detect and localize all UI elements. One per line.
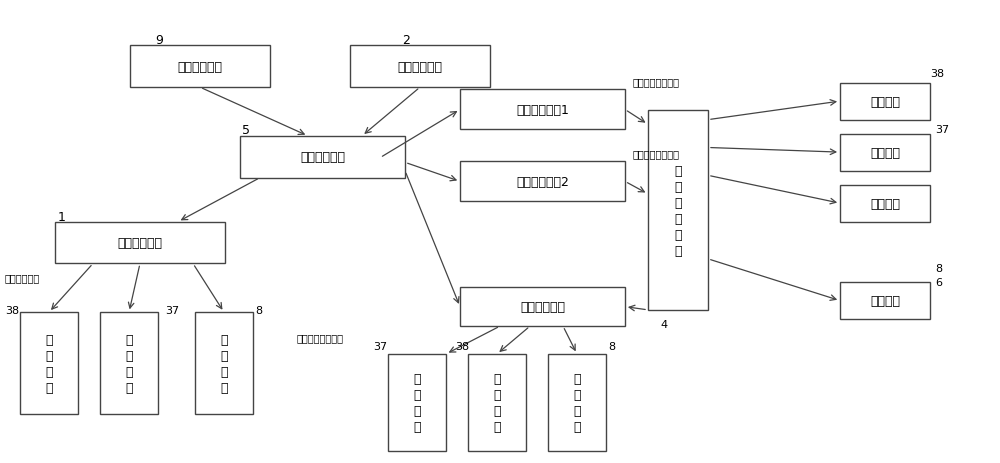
Text: 37: 37 <box>935 125 949 135</box>
Text: 电
气
阀
门: 电 气 阀 门 <box>220 333 228 394</box>
Text: 8: 8 <box>608 341 615 351</box>
FancyBboxPatch shape <box>648 111 708 310</box>
Text: 自我降温模式: 自我降温模式 <box>5 273 40 283</box>
Text: 控
制
阀
门: 控 制 阀 门 <box>493 372 501 433</box>
Text: 联动空调系统1: 联动空调系统1 <box>516 103 569 117</box>
FancyBboxPatch shape <box>350 46 490 88</box>
Text: 温度监控系统: 温度监控系统 <box>178 61 222 74</box>
Text: 38: 38 <box>455 341 469 351</box>
Text: 37: 37 <box>165 305 179 315</box>
FancyBboxPatch shape <box>840 83 930 120</box>
Text: 8: 8 <box>935 263 942 274</box>
FancyBboxPatch shape <box>55 222 225 264</box>
Text: 4: 4 <box>660 319 667 329</box>
FancyBboxPatch shape <box>548 354 606 451</box>
FancyBboxPatch shape <box>840 134 930 171</box>
Text: 数据处理系统: 数据处理系统 <box>300 151 345 164</box>
FancyBboxPatch shape <box>130 46 270 88</box>
FancyBboxPatch shape <box>388 354 446 451</box>
FancyBboxPatch shape <box>240 137 405 178</box>
Text: 38: 38 <box>930 69 944 79</box>
Text: 通
风
调
度
管
道: 通 风 调 度 管 道 <box>674 164 682 257</box>
Text: 1: 1 <box>58 210 66 223</box>
FancyBboxPatch shape <box>460 90 625 130</box>
Text: 2: 2 <box>402 34 410 47</box>
FancyBboxPatch shape <box>460 162 625 201</box>
Text: 主动送风调度模式: 主动送风调度模式 <box>633 149 680 159</box>
Text: 5: 5 <box>242 124 250 137</box>
Text: 37: 37 <box>373 341 387 351</box>
Text: 联动空调系统: 联动空调系统 <box>520 300 565 313</box>
Text: 联动空调系统: 联动空调系统 <box>118 237 162 250</box>
Text: 单向阀门: 单向阀门 <box>870 146 900 159</box>
Text: 单
向
阀
门: 单 向 阀 门 <box>125 333 133 394</box>
Text: 6: 6 <box>935 277 942 288</box>
Text: 电气阀门: 电气阀门 <box>870 197 900 210</box>
Text: 主动送风调度模式: 主动送风调度模式 <box>633 77 680 88</box>
FancyBboxPatch shape <box>840 282 930 319</box>
FancyBboxPatch shape <box>195 313 253 414</box>
Text: 8: 8 <box>255 305 262 315</box>
Text: 被动接风调度模式: 被动接风调度模式 <box>297 332 344 342</box>
FancyBboxPatch shape <box>20 313 78 414</box>
Text: 红外监测系统: 红外监测系统 <box>398 61 442 74</box>
Text: 38: 38 <box>5 305 19 315</box>
Text: 调度阀门: 调度阀门 <box>870 294 900 307</box>
Text: 单
向
阀
门: 单 向 阀 门 <box>413 372 421 433</box>
Text: 9: 9 <box>155 34 163 47</box>
FancyBboxPatch shape <box>460 287 625 326</box>
Text: 控
制
阀
门: 控 制 阀 门 <box>45 333 53 394</box>
FancyBboxPatch shape <box>100 313 158 414</box>
FancyBboxPatch shape <box>840 185 930 222</box>
FancyBboxPatch shape <box>468 354 526 451</box>
Text: 联动空调系统2: 联动空调系统2 <box>516 175 569 188</box>
Text: 控制阀门: 控制阀门 <box>870 95 900 108</box>
Text: 电
气
阀
门: 电 气 阀 门 <box>573 372 581 433</box>
